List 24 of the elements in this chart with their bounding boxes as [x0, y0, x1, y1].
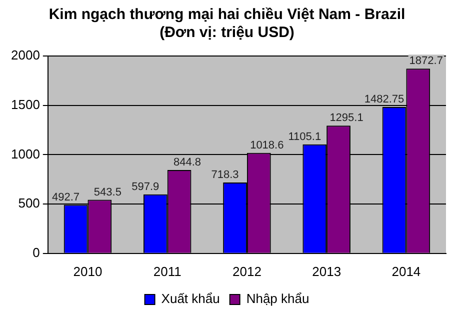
data-label: 1872.7: [409, 55, 443, 68]
legend-label: Nhập khẩu: [246, 291, 310, 306]
x-tick-label: 2011: [153, 264, 182, 279]
x-tick-label: 2012: [232, 264, 262, 279]
x-tick-label: 2013: [312, 264, 342, 279]
text: (Đơn vị: triệu USD): [160, 24, 294, 42]
y-tick-label: 0: [32, 244, 40, 260]
data-label: 543.5: [94, 186, 122, 198]
data-label: 1482.75: [364, 94, 404, 106]
data-label: 844.8: [174, 156, 202, 169]
y-tick-label: 2000: [11, 48, 40, 63]
legend-label: Xuất khẩu: [161, 291, 220, 306]
text: Kim ngạch thương mại hai chiều Việt Nam - Brazil: [48, 6, 406, 24]
data-label: 492.7: [52, 191, 80, 204]
data-label: 1018.6: [250, 139, 284, 152]
x-tick-label: 2014: [392, 264, 421, 279]
y-tick-label: 500: [18, 196, 40, 211]
data-label: 1105.1: [288, 130, 322, 143]
y-tick-label: 1000: [11, 146, 40, 162]
data-label: 1295.1: [330, 112, 364, 124]
x-tick-label: 2010: [73, 264, 102, 279]
y-tick-label: 1500: [11, 96, 40, 112]
data-label: 597.9: [132, 180, 160, 193]
data-label: 718.3: [211, 169, 239, 182]
